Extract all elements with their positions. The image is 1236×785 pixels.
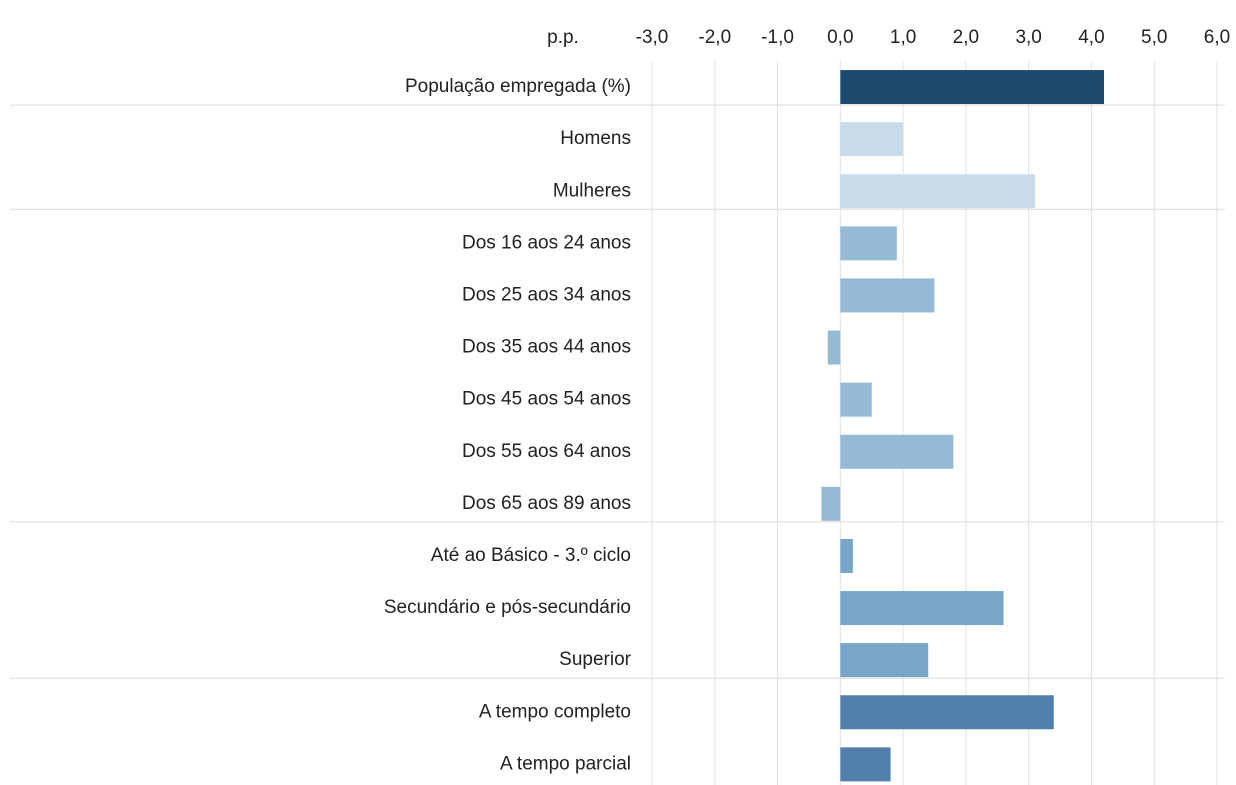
y-tick-label: Até ao Básico - 3.º ciclo <box>431 545 631 566</box>
x-tick-label: 2,0 <box>953 27 979 48</box>
bar <box>840 434 954 469</box>
y-tick-label: A tempo completo <box>479 701 631 722</box>
y-tick-label: Dos 65 aos 89 anos <box>462 493 631 514</box>
bar <box>840 747 891 782</box>
bar <box>840 382 872 417</box>
x-tick-label: 6,0 <box>1204 27 1230 48</box>
axis-label: p.p. <box>547 27 579 48</box>
x-tick-label: 3,0 <box>1015 27 1041 48</box>
y-tick-label: Dos 55 aos 64 anos <box>462 441 631 462</box>
y-tick-label: Mulheres <box>553 180 631 201</box>
bar <box>840 643 929 678</box>
bar <box>821 486 841 521</box>
x-tick-label: 1,0 <box>890 27 916 48</box>
bar <box>840 70 1104 105</box>
y-tick-label: A tempo parcial <box>500 753 631 774</box>
bar <box>827 330 841 365</box>
x-tick-label: -2,0 <box>698 27 731 48</box>
y-tick-label: Dos 25 aos 34 anos <box>462 284 631 305</box>
bar <box>840 122 904 157</box>
bar <box>840 591 1004 626</box>
y-tick-label: Dos 16 aos 24 anos <box>462 232 631 253</box>
y-tick-label: População empregada (%) <box>405 76 631 97</box>
x-tick-label: -3,0 <box>636 27 669 48</box>
bar <box>840 174 1035 209</box>
y-tick-label: Dos 35 aos 44 anos <box>462 337 631 358</box>
bar <box>840 695 1054 730</box>
bar <box>840 278 935 313</box>
y-tick-label: Secundário e pós-secundário <box>384 597 631 618</box>
x-tick-label: 4,0 <box>1078 27 1104 48</box>
y-tick-label: Homens <box>560 128 631 149</box>
bar <box>840 538 853 573</box>
y-tick-label: Superior <box>559 649 631 670</box>
y-tick-label: Dos 45 aos 54 anos <box>462 389 631 410</box>
bar <box>840 226 897 261</box>
x-tick-label: 5,0 <box>1141 27 1167 48</box>
x-tick-label: -1,0 <box>761 27 794 48</box>
x-tick-label: 0,0 <box>827 27 853 48</box>
